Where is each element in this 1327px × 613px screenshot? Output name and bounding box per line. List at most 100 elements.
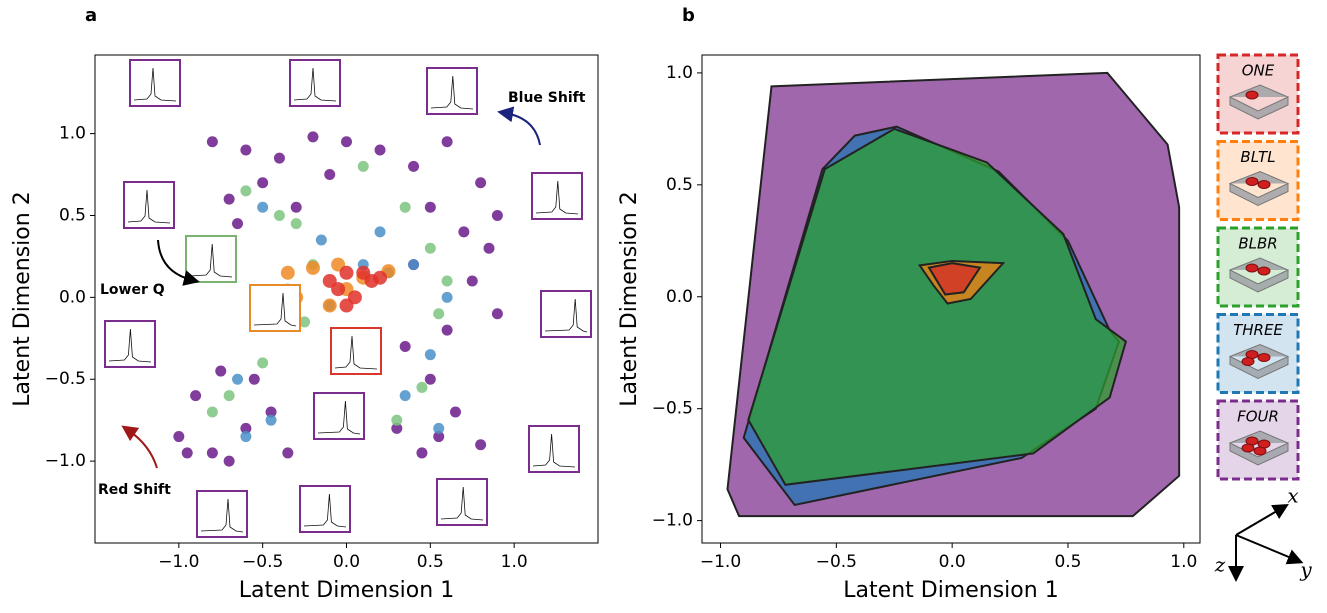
axis-glyph-label: z bbox=[1214, 553, 1226, 577]
point bbox=[416, 381, 428, 393]
point bbox=[357, 160, 369, 172]
point bbox=[374, 226, 386, 238]
inset-box bbox=[299, 485, 351, 533]
point bbox=[424, 349, 436, 361]
panel-label: b bbox=[682, 5, 695, 26]
point bbox=[257, 177, 269, 189]
inset-spectrum bbox=[544, 298, 588, 333]
legend-pillar bbox=[1253, 446, 1267, 456]
point bbox=[280, 265, 295, 280]
inset-spectrum bbox=[108, 328, 152, 363]
y-tick-label: 0.0 bbox=[59, 287, 86, 307]
legend-label: BLBR bbox=[1238, 235, 1277, 253]
point bbox=[475, 177, 487, 189]
point bbox=[315, 234, 327, 246]
inset-spectrum bbox=[430, 75, 474, 110]
inset-spectrum bbox=[303, 493, 347, 528]
point bbox=[305, 260, 320, 275]
legend-label: BLTL bbox=[1240, 148, 1275, 166]
y-tick-label: −1.0 bbox=[652, 511, 693, 531]
point bbox=[232, 218, 244, 230]
inset-spectrum bbox=[334, 335, 378, 370]
hull-area bbox=[747, 127, 1128, 486]
point bbox=[491, 209, 503, 221]
point bbox=[424, 201, 436, 213]
annotation: Red Shift bbox=[98, 482, 171, 498]
point bbox=[433, 422, 445, 434]
point bbox=[248, 373, 260, 385]
point bbox=[324, 169, 336, 181]
point bbox=[273, 209, 285, 221]
inset-spectrum bbox=[133, 67, 177, 102]
legend-slab bbox=[1228, 170, 1290, 207]
point bbox=[181, 447, 193, 459]
inset-spectrum bbox=[189, 243, 233, 278]
point bbox=[265, 406, 277, 418]
legend-pillar bbox=[1241, 357, 1255, 366]
inset-box bbox=[289, 59, 341, 107]
point bbox=[322, 298, 337, 313]
y-tick-label: 1.0 bbox=[666, 63, 693, 83]
panel-a: a Latent Dimension 1 Latent Dimension 2 −1.… bbox=[10, 5, 599, 603]
inset-spectrum bbox=[535, 180, 579, 215]
point bbox=[441, 275, 453, 287]
x-axis-label: Latent Dimension 1 bbox=[843, 578, 1058, 603]
y-axis-label: Latent Dimension 2 bbox=[617, 191, 642, 406]
point bbox=[433, 308, 445, 320]
point bbox=[273, 152, 285, 164]
axis-glyph-label: x bbox=[1287, 484, 1298, 508]
plot-frame bbox=[94, 54, 599, 544]
inset-spectrum bbox=[532, 433, 576, 468]
legend-slab bbox=[1228, 84, 1290, 120]
x-tick-label: 1.0 bbox=[1170, 552, 1197, 572]
axis-glyph-label: y bbox=[1299, 558, 1312, 582]
point bbox=[282, 447, 294, 459]
point bbox=[433, 431, 445, 443]
x-tick-label: −1.0 bbox=[700, 552, 741, 572]
legend-label: THREE bbox=[1233, 321, 1283, 339]
inset-spectrum bbox=[127, 189, 171, 224]
x-tick-label: 0.0 bbox=[333, 552, 360, 572]
legend-label: FOUR bbox=[1237, 408, 1279, 426]
annotation: Lower Q bbox=[100, 282, 165, 298]
legend-pillar bbox=[1245, 263, 1259, 273]
point bbox=[399, 201, 411, 213]
point bbox=[399, 390, 411, 402]
point bbox=[173, 431, 185, 443]
point bbox=[424, 373, 436, 385]
axis-arrow bbox=[1235, 503, 1289, 536]
point bbox=[416, 447, 428, 459]
x-tick-label: 0.0 bbox=[939, 552, 966, 572]
annotation: Blue Shift bbox=[508, 90, 586, 106]
legend: ONE BLTL BLBR THREE FOUR bbox=[1216, 53, 1300, 481]
inset-box bbox=[540, 290, 592, 338]
y-tick-label: 0.0 bbox=[666, 287, 693, 307]
legend-pillar bbox=[1257, 266, 1271, 276]
point bbox=[408, 259, 420, 271]
y-tick-label: −1.0 bbox=[45, 451, 86, 471]
y-tick-label: 0.5 bbox=[59, 205, 86, 225]
annotation-arrow bbox=[121, 425, 158, 469]
point bbox=[441, 136, 453, 148]
panel-b: b Latent Dimension 1 Latent Dimension 2 −1.… bbox=[617, 5, 1201, 603]
inset-box bbox=[313, 392, 365, 440]
x-axis-label: Latent Dimension 1 bbox=[239, 578, 454, 603]
legend-pillar bbox=[1241, 443, 1255, 453]
point bbox=[223, 193, 235, 205]
inset-box bbox=[129, 59, 181, 107]
axis-arrow bbox=[1235, 534, 1304, 565]
legend-label: ONE bbox=[1242, 62, 1275, 80]
inset-spectrum bbox=[317, 400, 361, 435]
point bbox=[307, 131, 319, 143]
y-tick-label: 1.0 bbox=[59, 124, 86, 144]
point bbox=[240, 185, 252, 197]
point bbox=[391, 422, 403, 434]
point bbox=[491, 308, 503, 320]
inset-box bbox=[249, 284, 301, 332]
point bbox=[215, 365, 227, 377]
point bbox=[240, 431, 252, 443]
y-tick-label: 0.5 bbox=[666, 175, 693, 195]
point bbox=[190, 390, 202, 402]
point bbox=[364, 273, 379, 288]
